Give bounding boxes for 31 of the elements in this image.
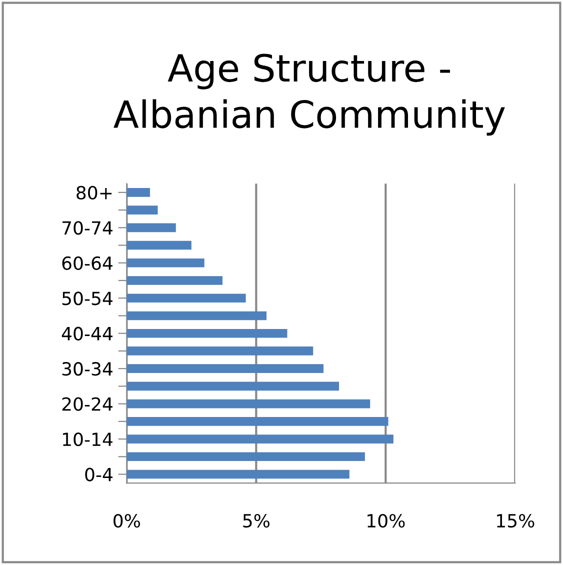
bar xyxy=(126,470,350,479)
chart-title: Age Structure - Albanian Community xyxy=(114,54,505,136)
bar xyxy=(126,382,340,391)
bar xyxy=(126,328,288,338)
bar xyxy=(126,311,267,320)
bar xyxy=(126,240,192,250)
y-tick-label: 20-24 xyxy=(62,397,112,411)
x-tick-label: 15% xyxy=(497,514,534,528)
x-tick-label: 5% xyxy=(243,514,270,528)
bar xyxy=(126,434,394,444)
y-tick-label: 30-34 xyxy=(62,362,112,376)
y-tick-label: 60-64 xyxy=(62,256,112,270)
x-tick-label: 10% xyxy=(368,514,405,528)
bar xyxy=(126,188,150,197)
y-tick-label: 50-54 xyxy=(62,292,112,306)
bar xyxy=(126,346,314,356)
bar xyxy=(126,417,388,426)
bar xyxy=(126,276,222,285)
x-tick-label: 0% xyxy=(114,514,140,528)
y-tick-label: 80+ xyxy=(76,186,112,200)
y-tick-label: 10-14 xyxy=(63,432,112,446)
bar xyxy=(126,364,324,373)
bar xyxy=(126,452,365,462)
y-tick-label: 70-74 xyxy=(62,221,112,235)
y-tick-label: 40-44 xyxy=(62,326,112,340)
bar xyxy=(126,206,158,214)
bar xyxy=(126,399,370,408)
bar xyxy=(126,258,204,268)
bar xyxy=(126,223,176,232)
y-tick-label: 0-4 xyxy=(85,468,112,482)
bar xyxy=(126,294,246,303)
